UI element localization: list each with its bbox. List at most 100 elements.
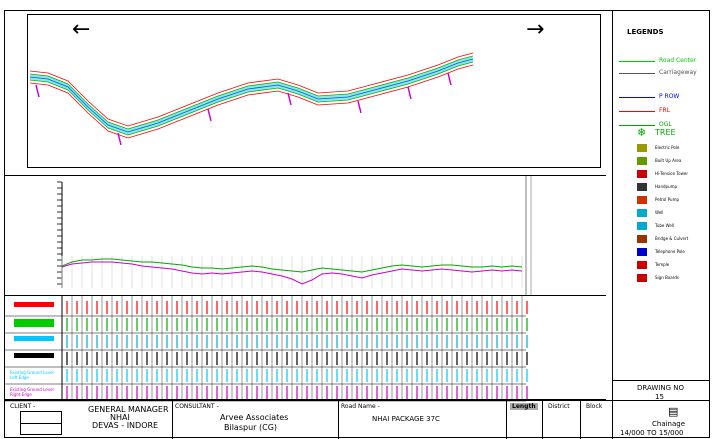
legend-line-label: P ROW: [659, 93, 680, 100]
arrow-right-icon: →: [526, 17, 545, 42]
legend-tree: ❄ TREE: [619, 126, 711, 140]
legend-symbol-label: Well: [655, 210, 664, 215]
legend-line-swatch: [619, 97, 655, 98]
telephone-pole-icon: [637, 248, 647, 256]
cross-section-tick: [447, 72, 452, 86]
legend-symbol-item: Well: [619, 209, 711, 221]
chainage-value: 14/000 TO 15/000: [620, 429, 684, 437]
cross-section-tick: [35, 84, 40, 98]
legend-symbol-item: Petrol Pump: [619, 196, 711, 208]
cross-section-tick: [287, 92, 292, 106]
legend-symbol-item: Tube Well: [619, 222, 711, 234]
client-label: CLIENT -: [10, 403, 36, 410]
client-line3: DEVAS - INDORE: [92, 421, 159, 430]
grid-row-legend-swatch: [14, 302, 54, 307]
chainage-label: Chainage: [652, 420, 686, 428]
legend-symbol-label: Electric Pole: [655, 145, 680, 150]
legend-symbol-label: Sign Boards: [655, 275, 679, 280]
well-icon: [637, 209, 647, 217]
legend-line-swatch: [619, 125, 655, 126]
road-edge-line: [29, 52, 474, 127]
road-edge-line: [29, 58, 474, 133]
grid-row-label: Existing Ground Level Left Edge: [10, 370, 54, 380]
legend-symbol-label: Temple: [655, 262, 670, 267]
arrow-left-icon: ←: [72, 17, 91, 42]
legend-symbol-label: Telephone Pole: [655, 249, 685, 254]
consultant-line1: Arvee Associates: [220, 413, 289, 422]
cross-section-tick: [207, 108, 212, 122]
legend-symbol-label: Hi-Tension Tower: [655, 171, 688, 176]
temple-icon: [637, 261, 647, 269]
legend-line-label: Road Center: [659, 57, 697, 64]
sign-board-icon: [637, 274, 647, 282]
road-edge-line: [29, 64, 474, 139]
legend-tree-label: TREE: [655, 128, 676, 137]
grid-row-legend-swatch: [14, 336, 54, 341]
legend-symbol-label: Handpump: [655, 184, 678, 189]
tension-tower-icon: [637, 170, 647, 178]
built-up-area-icon: [637, 157, 647, 165]
legend-symbol-item: Sign Boards: [619, 274, 711, 286]
drawing-number: 15: [655, 393, 664, 401]
legend-symbol-label: Tube Well: [655, 223, 675, 228]
consultant-label: CONSULTANT -: [175, 403, 219, 410]
legend-symbol-item: Temple: [619, 261, 711, 273]
data-grid: Existing Ground Level Left Edge Existing …: [4, 295, 606, 402]
handpump-icon: [637, 183, 647, 191]
tube-well-icon: [637, 222, 647, 230]
drawing-number-box: DRAWING NO 15: [612, 380, 710, 401]
grid-row-legend-swatch: [14, 319, 54, 327]
frl-profile-line: [61, 261, 523, 285]
title-block: CLIENT - GENERAL MANAGER NHAI DEVAS - IN…: [4, 400, 710, 439]
road-name: NHAI PACKAGE 37C: [372, 415, 440, 423]
legend-title: LEGENDS: [627, 28, 664, 36]
legend-line-label: OGL: [659, 121, 672, 128]
legend-symbol-label: Built Up Area: [655, 158, 682, 163]
legend-line-label: Carriageway: [659, 69, 697, 76]
cross-section-tick: [407, 86, 412, 100]
legend-line-swatch: [619, 73, 655, 74]
grid-row-legend-swatch: [14, 353, 54, 358]
legend-symbol-item: Electric Pole: [619, 144, 711, 156]
longitudinal-profile: [4, 175, 606, 296]
cross-section-tick: [357, 100, 362, 114]
legend-line-item: FRL: [619, 106, 711, 118]
profile-chart: [57, 176, 532, 296]
legend-symbol-item: Handpump: [619, 183, 711, 195]
client-logo-box: [20, 411, 62, 435]
legend-symbol-item: Telephone Pole: [619, 248, 711, 260]
legend-line-item: OGL: [619, 120, 711, 132]
legend-line-swatch: [619, 111, 655, 112]
legend-symbol-label: Petrol Pump: [655, 197, 679, 202]
plan-view: ← →: [27, 14, 601, 168]
legend-line-swatch: [619, 61, 655, 62]
legend-panel: LEGENDS Road Center Carriageway P ROW FRL OG…: [612, 10, 710, 380]
bridge-icon: [637, 235, 647, 243]
road-alignment: [29, 52, 474, 146]
client-line1: GENERAL MANAGER: [88, 405, 169, 414]
legend-line-item: Road Center: [619, 56, 711, 68]
tree-icon: ❄: [637, 126, 647, 139]
legend-line-item: Carriageway: [619, 68, 711, 80]
legend-symbol-item: Bridge & Culvert: [619, 235, 711, 247]
road-edge-line: [29, 55, 474, 130]
road-edge-line: [29, 61, 474, 136]
legend-symbol-item: Hi-Tension Tower: [619, 170, 711, 182]
block-label: Block: [586, 403, 603, 410]
ogl-profile-line: [61, 258, 523, 273]
chainage-icon: ▤: [668, 405, 679, 418]
length-label: Length: [510, 403, 538, 410]
drawing-sheet: [4, 10, 710, 438]
grid-row-label: Existing Ground Level Right Edge: [10, 387, 54, 397]
petrol-pump-icon: [637, 196, 647, 204]
carriageway-band: [29, 56, 474, 135]
legend-symbol-label: Bridge & Culvert: [655, 236, 689, 241]
cross-section-tick: [117, 132, 122, 146]
data-grid-table: [4, 296, 528, 402]
legend-symbol-item: Built Up Area: [619, 157, 711, 169]
district-label: District: [548, 403, 570, 410]
legend-line-label: FRL: [659, 107, 670, 114]
drawing-number-label: DRAWING NO: [637, 384, 684, 392]
client-line2: NHAI: [110, 413, 130, 422]
consultant-line2: Bilaspur (CG): [224, 423, 278, 432]
